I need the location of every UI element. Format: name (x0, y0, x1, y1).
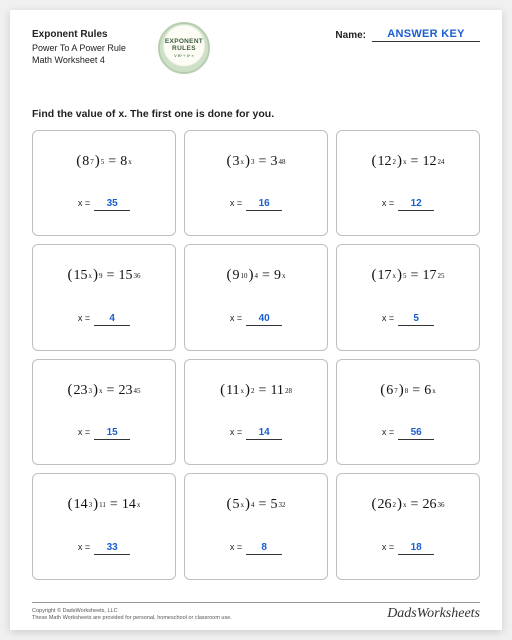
header: Exponent Rules Power To A Power Rule Mat… (32, 28, 480, 66)
footer-note: These Math Worksheets are provided for p… (32, 615, 232, 622)
answer-row: x = 8 (230, 542, 282, 555)
copyright-text: Copyright © DadsWorksheets, LLC (32, 608, 232, 615)
answer-line: 15 (94, 427, 130, 440)
answer-row: x = 4 (78, 313, 130, 326)
answer-value: 40 (259, 313, 270, 324)
answer-line: 35 (94, 198, 130, 211)
answer-prefix: x = (230, 198, 242, 208)
problem-cell: (262)x=2636 x = 18 (336, 473, 480, 580)
expression: (122)x=1224 (372, 153, 445, 170)
problem-cell: (11x)2=1128 x = 14 (184, 359, 328, 466)
problem-cell: (17x)5=1725 x = 5 (336, 244, 480, 351)
answer-line: 56 (398, 427, 434, 440)
answer-prefix: x = (230, 427, 242, 437)
answer-prefix: x = (382, 313, 394, 323)
expression: (3x)3=348 (227, 153, 286, 170)
problem-cell: (15x)9=1536 x = 4 (32, 244, 176, 351)
answer-line: 18 (398, 542, 434, 555)
problem-grid: (87)5=8x x = 35 (3x)3=348 x = 16 (122)x=1224 x … (32, 130, 480, 580)
subtitle-2: Math Worksheet 4 (32, 54, 126, 66)
answer-row: x = 12 (382, 198, 434, 211)
answer-row: x = 16 (230, 198, 282, 211)
subtitle-1: Power To A Power Rule (32, 42, 126, 54)
title: Exponent Rules (32, 28, 126, 42)
answer-prefix: x = (78, 427, 90, 437)
answer-value: 8 (261, 542, 267, 553)
problem-cell: (3x)3=348 x = 16 (184, 130, 328, 237)
answer-value: 12 (411, 198, 422, 209)
problem-cell: (143)11=14x x = 33 (32, 473, 176, 580)
name-line: ANSWER KEY (372, 28, 480, 42)
answer-key-text: ANSWER KEY (387, 28, 465, 40)
answer-value: 56 (411, 427, 422, 438)
answer-prefix: x = (382, 427, 394, 437)
answer-row: x = 5 (382, 313, 434, 326)
expression: (17x)5=1725 (372, 267, 445, 284)
expression: (143)11=14x (68, 496, 141, 513)
problem-cell: (87)5=8x x = 35 (32, 130, 176, 237)
answer-row: x = 35 (78, 198, 130, 211)
answer-prefix: x = (230, 313, 242, 323)
answer-row: x = 18 (382, 542, 434, 555)
answer-row: x = 56 (382, 427, 434, 440)
answer-prefix: x = (78, 313, 90, 323)
answer-line: 4 (94, 313, 130, 326)
header-left: Exponent Rules Power To A Power Rule Mat… (32, 28, 126, 66)
badge-line-1: EXPONENT (165, 38, 203, 45)
header-right: Name: ANSWER KEY (335, 28, 480, 42)
answer-value: 4 (109, 313, 115, 324)
answer-value: 5 (413, 313, 419, 324)
answer-value: 35 (107, 198, 118, 209)
problem-cell: (122)x=1224 x = 12 (336, 130, 480, 237)
expression: (87)5=8x (76, 153, 131, 170)
answer-row: x = 15 (78, 427, 130, 440)
expression: (233)x=2345 (68, 382, 141, 399)
answer-value: 18 (411, 542, 422, 553)
footer: Copyright © DadsWorksheets, LLC These Ma… (32, 602, 480, 622)
footer-left: Copyright © DadsWorksheets, LLC These Ma… (32, 608, 232, 622)
expression: (262)x=2636 (372, 496, 445, 513)
badge-line-2: RULES (172, 45, 196, 52)
expression: (5x)4=532 (227, 496, 286, 513)
answer-line: 12 (398, 198, 434, 211)
problem-cell: (5x)4=532 x = 8 (184, 473, 328, 580)
answer-prefix: x = (382, 198, 394, 208)
answer-row: x = 14 (230, 427, 282, 440)
badge-icon: EXPONENT RULES V B³ ÷ 3ⁿ × (158, 22, 210, 74)
expression: (910)4=9x (227, 267, 286, 284)
expression: (11x)2=1128 (220, 382, 292, 399)
answer-prefix: x = (78, 542, 90, 552)
name-label: Name: (335, 30, 366, 41)
answer-line: 5 (398, 313, 434, 326)
answer-line: 16 (246, 198, 282, 211)
expression: (67)8=6x (380, 382, 435, 399)
answer-row: x = 33 (78, 542, 130, 555)
problem-cell: (67)8=6x x = 56 (336, 359, 480, 466)
expression: (15x)9=1536 (68, 267, 141, 284)
answer-value: 15 (107, 427, 118, 438)
answer-value: 14 (259, 427, 270, 438)
instruction-text: Find the value of x. The first one is do… (32, 108, 480, 120)
brand-text: DadsWorksheets (387, 606, 480, 622)
answer-prefix: x = (78, 198, 90, 208)
problem-cell: (910)4=9x x = 40 (184, 244, 328, 351)
answer-line: 33 (94, 542, 130, 555)
answer-value: 16 (259, 198, 270, 209)
answer-prefix: x = (382, 542, 394, 552)
answer-prefix: x = (230, 542, 242, 552)
answer-line: 14 (246, 427, 282, 440)
answer-value: 33 (107, 542, 118, 553)
badge-line-3: V B³ ÷ 3ⁿ × (174, 53, 194, 58)
answer-line: 8 (246, 542, 282, 555)
answer-line: 40 (246, 313, 282, 326)
worksheet-page: Exponent Rules Power To A Power Rule Mat… (10, 10, 502, 630)
answer-row: x = 40 (230, 313, 282, 326)
problem-cell: (233)x=2345 x = 15 (32, 359, 176, 466)
